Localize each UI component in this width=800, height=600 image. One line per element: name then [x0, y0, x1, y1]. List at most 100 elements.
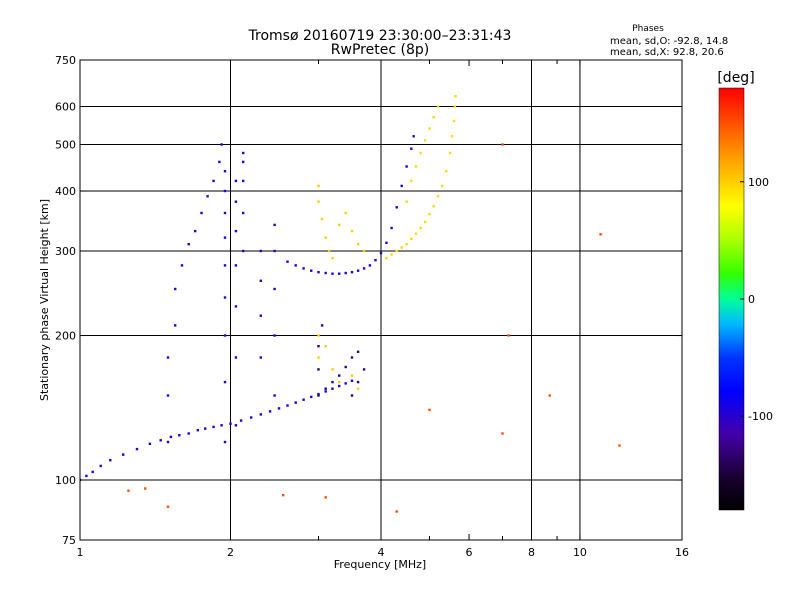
data-point [454, 95, 457, 98]
stats-header: Phases [632, 24, 664, 34]
data-point [436, 105, 440, 108]
data-point [218, 160, 221, 164]
x-tick-label: 4 [378, 546, 385, 559]
data-point [234, 229, 238, 233]
data-point [135, 447, 139, 451]
stats-x-mode: mean, sd,X: 92.8, 20.6 [610, 47, 724, 58]
data-point [356, 387, 360, 390]
data-point [338, 380, 341, 384]
x-axis-label: Frequency [MHz] [334, 558, 426, 571]
y-tick-label: 75 [62, 534, 76, 547]
y-ticks: 75 100 200 300 400 500 600 750 [55, 54, 682, 547]
data-point [324, 496, 327, 499]
y-tick-label: 500 [55, 139, 76, 152]
data-point [234, 264, 238, 267]
data-point [395, 206, 398, 209]
y-axis-label: Stationary phase Virtual Height [km] [38, 199, 51, 401]
data-point [234, 424, 238, 427]
data-point [320, 324, 324, 327]
data-point [148, 442, 152, 445]
data-point [414, 232, 418, 235]
data-point [242, 179, 245, 183]
data-point [395, 249, 398, 253]
data-point [166, 356, 170, 359]
data-point [450, 135, 454, 138]
data-point [548, 394, 551, 397]
data-point [432, 205, 435, 208]
data-point [223, 440, 227, 444]
data-point [331, 256, 334, 260]
data-point [327, 249, 331, 253]
data-point [317, 334, 320, 337]
data-point [356, 269, 360, 272]
data-point [204, 427, 207, 430]
data-point [448, 151, 452, 155]
data-point [445, 170, 448, 173]
data-point [385, 241, 388, 244]
data-point [440, 184, 444, 188]
x-tick-label: 16 [675, 546, 689, 559]
data-point [234, 356, 238, 359]
data-point [501, 432, 504, 435]
data-point [273, 394, 276, 397]
data-point [273, 287, 276, 291]
data-point [310, 395, 313, 399]
data-point [223, 236, 227, 239]
data-point [356, 243, 360, 246]
data-point [166, 394, 170, 397]
data-point [379, 251, 383, 255]
data-point [344, 211, 347, 215]
y-tick-label: 600 [55, 101, 76, 114]
data-point [368, 264, 372, 267]
data-point [187, 243, 190, 246]
data-point [317, 271, 320, 274]
data-point [196, 429, 199, 432]
data-point [302, 398, 305, 401]
x-tick-label: 1 [77, 546, 84, 559]
data-point [453, 105, 456, 108]
data-point [169, 435, 173, 439]
data-point [320, 217, 324, 221]
data-point [206, 195, 209, 198]
data-point [259, 356, 262, 359]
data-point [273, 249, 276, 253]
data-point [174, 287, 177, 291]
y-tick-label: 200 [55, 330, 76, 343]
data-point [350, 374, 354, 377]
data-point [259, 249, 262, 253]
data-point [338, 374, 341, 377]
data-point [507, 334, 510, 337]
x-tick-label: 6 [466, 546, 473, 559]
data-point [374, 259, 377, 262]
data-point [356, 350, 360, 353]
data-point [410, 147, 413, 150]
data-point [223, 211, 227, 215]
data-point [344, 271, 347, 275]
data-point [159, 439, 162, 442]
data-point [166, 440, 170, 444]
data-point [428, 408, 431, 412]
data-point [324, 236, 327, 239]
data-point [223, 296, 227, 299]
data-point [223, 380, 227, 384]
data-point [331, 380, 334, 384]
data-point [220, 424, 223, 427]
data-point [618, 444, 621, 447]
data-point [400, 184, 403, 188]
data-point [501, 143, 504, 146]
data-point [229, 422, 232, 425]
plot-data [80, 95, 621, 513]
colorbar-ticks: 100 0 -100 [740, 176, 773, 423]
data-point [344, 365, 347, 369]
data-point [390, 226, 393, 230]
data-point [212, 425, 215, 429]
data-point [317, 184, 320, 188]
data-point [405, 165, 408, 168]
data-point [259, 413, 262, 416]
data-point [338, 272, 341, 275]
data-point [362, 249, 366, 253]
data-point [294, 401, 297, 404]
data-point [331, 272, 334, 275]
data-point [310, 269, 313, 272]
